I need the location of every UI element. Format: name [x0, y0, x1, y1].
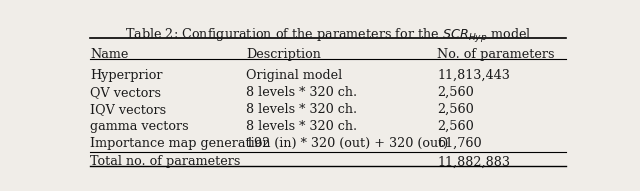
Text: Table 2: Configuration of the parameters for the $SCR_{Hyp}$ model: Table 2: Configuration of the parameters…: [125, 27, 531, 45]
Text: Name: Name: [90, 48, 128, 61]
Text: 61,760: 61,760: [437, 137, 482, 150]
Text: QV vectors: QV vectors: [90, 86, 161, 99]
Text: Original model: Original model: [246, 69, 342, 82]
Text: Hyperprior: Hyperprior: [90, 69, 163, 82]
Text: 2,560: 2,560: [437, 120, 474, 133]
Text: 11,813,443: 11,813,443: [437, 69, 510, 82]
Text: 11,882,883: 11,882,883: [437, 155, 510, 168]
Text: 8 levels * 320 ch.: 8 levels * 320 ch.: [246, 86, 357, 99]
Text: Importance map generation: Importance map generation: [90, 137, 271, 150]
Text: Total no. of parameters: Total no. of parameters: [90, 155, 240, 168]
Text: 192 (in) * 320 (out) + 320 (out): 192 (in) * 320 (out) + 320 (out): [246, 137, 449, 150]
Text: No. of parameters: No. of parameters: [437, 48, 555, 61]
Text: IQV vectors: IQV vectors: [90, 103, 166, 116]
Text: 2,560: 2,560: [437, 86, 474, 99]
Text: 8 levels * 320 ch.: 8 levels * 320 ch.: [246, 103, 357, 116]
Text: 2,560: 2,560: [437, 103, 474, 116]
Text: gamma vectors: gamma vectors: [90, 120, 189, 133]
Text: Description: Description: [246, 48, 321, 61]
Text: 8 levels * 320 ch.: 8 levels * 320 ch.: [246, 120, 357, 133]
